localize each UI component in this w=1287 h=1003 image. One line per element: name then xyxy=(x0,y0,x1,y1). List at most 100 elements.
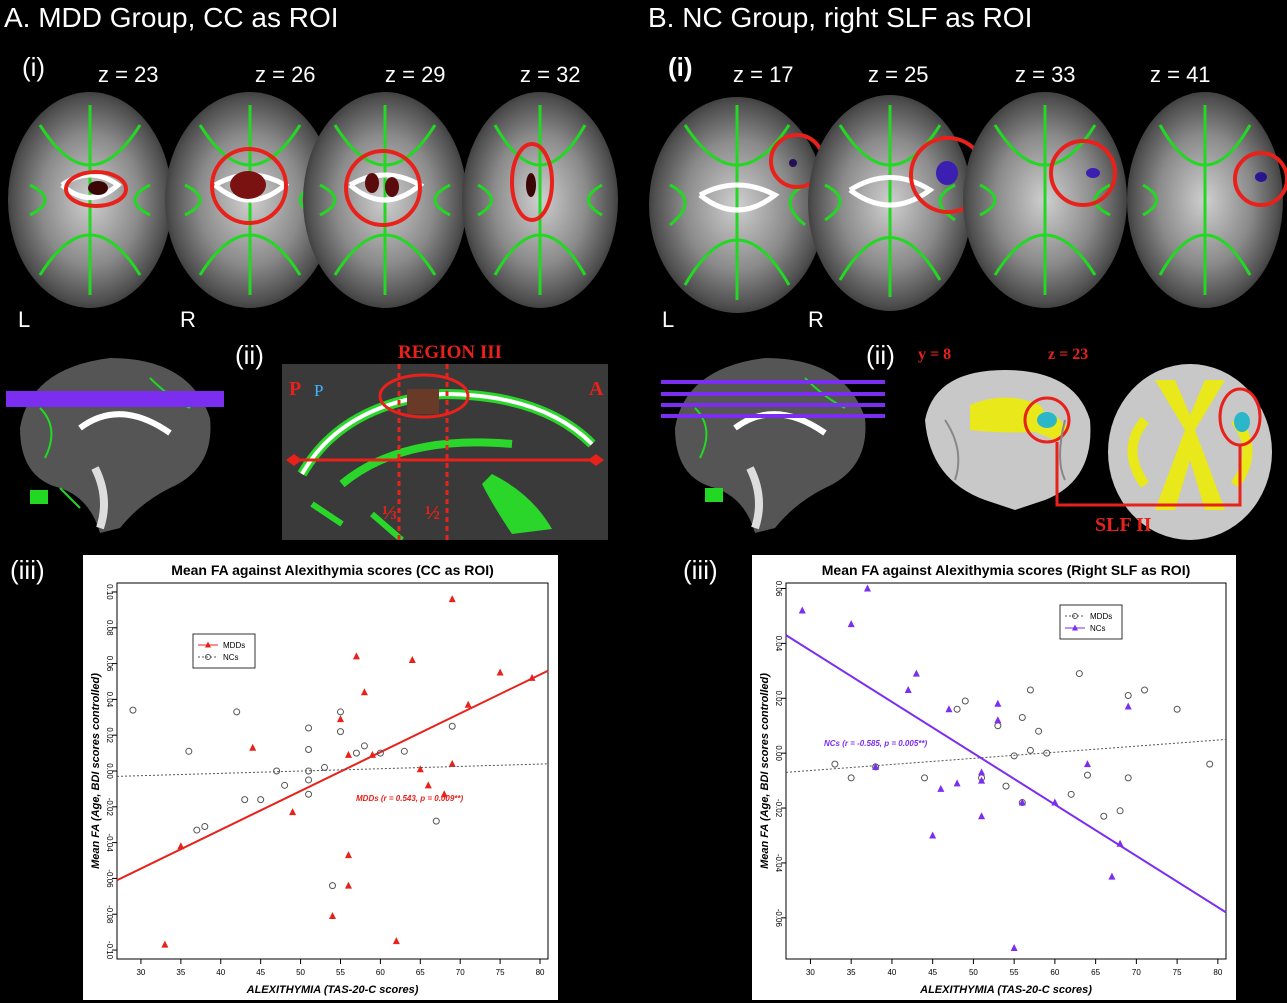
panel-b-slf-overlays xyxy=(925,364,1272,540)
y-tick-label: -0.04 xyxy=(105,834,114,853)
panel-b-sub-iii: (iii) xyxy=(683,555,718,585)
data-point xyxy=(1067,790,1075,798)
x-tick-label: 45 xyxy=(928,968,937,977)
data-point xyxy=(1002,782,1010,790)
x-tick-label: 50 xyxy=(296,968,305,977)
panel-a-sub-iii: (iii) xyxy=(10,555,45,585)
x-tick-label: 80 xyxy=(536,968,545,977)
panel-a-sub-ii: (ii) xyxy=(235,340,264,370)
data-point xyxy=(847,620,855,628)
data-point xyxy=(921,774,929,782)
brain-slice xyxy=(165,92,335,308)
data-point xyxy=(994,699,1002,707)
right-hemisphere-label: R xyxy=(180,307,196,332)
data-point xyxy=(432,817,440,825)
data-point xyxy=(336,715,344,723)
panel-a-title: A. MDD Group, CC as ROI xyxy=(4,2,339,33)
data-point xyxy=(305,776,313,784)
data-point xyxy=(305,790,313,798)
y-tick-label: 0.08 xyxy=(105,620,114,636)
axial-z-label: z = 23 xyxy=(1048,346,1089,363)
data-point xyxy=(961,697,969,705)
legend-label: MDDs xyxy=(1090,612,1112,621)
left-hemisphere-label: L xyxy=(662,307,675,332)
x-tick-label: 60 xyxy=(376,968,385,977)
data-point xyxy=(281,781,289,789)
x-tick-label: 75 xyxy=(1173,968,1182,977)
data-point xyxy=(448,722,456,730)
panel-a-corpus-callosum-zoom xyxy=(282,364,608,540)
data-point xyxy=(1108,872,1116,880)
y-tick-label: 0.00 xyxy=(774,745,783,761)
brain-slice xyxy=(808,95,987,311)
panel-b-title: B. NC Group, right SLF as ROI xyxy=(648,2,1033,33)
panel-b-sub-i: (i) xyxy=(668,52,693,82)
y-tick-label: -0.06 xyxy=(774,909,783,928)
y-tick-label: 0.02 xyxy=(105,727,114,743)
data-point xyxy=(1018,798,1026,806)
data-point xyxy=(798,606,806,614)
panel-b-z-label: z = 17 xyxy=(733,62,794,87)
y-tick-label: 0.00 xyxy=(105,763,114,779)
data-point xyxy=(305,724,313,732)
data-point xyxy=(289,808,297,816)
legend-box xyxy=(192,633,256,669)
panel-a-z-label: z = 26 xyxy=(255,62,316,87)
y-tick-label: 0.10 xyxy=(105,584,114,600)
data-point xyxy=(376,749,384,757)
fit-line xyxy=(785,634,1227,914)
coronal-y-label: y = 8 xyxy=(918,346,952,363)
panel-a-axial-slices xyxy=(8,92,618,308)
x-axis-label: ALEXITHYMIA (TAS-20-C scores) xyxy=(919,984,1092,996)
y-tick-label: -0.04 xyxy=(774,854,783,873)
correlation-annotation: NCs (r = -0.585, p = 0.005**) xyxy=(824,739,928,748)
data-point xyxy=(1173,705,1181,713)
data-point xyxy=(352,749,360,757)
y-tick-label: -0.06 xyxy=(105,869,114,888)
data-point xyxy=(177,842,185,850)
data-point xyxy=(929,831,937,839)
brain-slice xyxy=(8,92,172,308)
data-point xyxy=(416,765,424,773)
plot-frame xyxy=(116,582,549,960)
data-point xyxy=(129,706,137,714)
data-point xyxy=(945,705,953,713)
correlation-annotation: MDDs (r = 0.543, p = 0.009**) xyxy=(356,794,464,803)
slf-ii-label: SLF II xyxy=(1095,514,1152,536)
fit-line xyxy=(116,669,549,882)
x-tick-label: 30 xyxy=(806,968,815,977)
data-point xyxy=(953,705,961,713)
legend-marker xyxy=(205,641,211,648)
scatter-chart-slf: Mean FA against Alexithymia scores (Righ… xyxy=(752,555,1236,1000)
x-tick-label: 75 xyxy=(496,968,505,977)
y-axis-label: Mean FA (Age, BDI scores controlled) xyxy=(90,673,102,869)
data-point xyxy=(1141,686,1149,694)
data-point xyxy=(336,728,344,736)
data-point xyxy=(193,826,201,834)
left-hemisphere-label: L xyxy=(18,307,31,332)
panel-a-z-label: z = 29 xyxy=(385,62,446,87)
one-third-label: ⅓ xyxy=(382,502,397,524)
data-point xyxy=(1124,702,1132,710)
x-tick-label: 50 xyxy=(969,968,978,977)
posterior-label: P xyxy=(289,378,302,400)
data-point xyxy=(937,784,945,792)
x-tick-label: 40 xyxy=(216,968,225,977)
data-point xyxy=(1124,692,1132,700)
data-point xyxy=(496,668,504,676)
data-point xyxy=(1083,760,1091,768)
data-point xyxy=(831,760,839,768)
data-point xyxy=(400,747,408,755)
y-tick-label: 0.06 xyxy=(774,581,783,597)
data-point xyxy=(1083,771,1091,779)
posterior-label-small: P xyxy=(314,381,324,400)
legend-marker xyxy=(1072,613,1078,619)
data-point xyxy=(872,762,880,770)
data-point xyxy=(464,700,472,708)
data-point xyxy=(1116,807,1124,815)
anterior-label: A xyxy=(589,378,604,400)
data-point xyxy=(1010,944,1018,952)
data-point xyxy=(360,742,368,750)
data-point xyxy=(448,759,456,767)
x-tick-label: 30 xyxy=(136,968,145,977)
